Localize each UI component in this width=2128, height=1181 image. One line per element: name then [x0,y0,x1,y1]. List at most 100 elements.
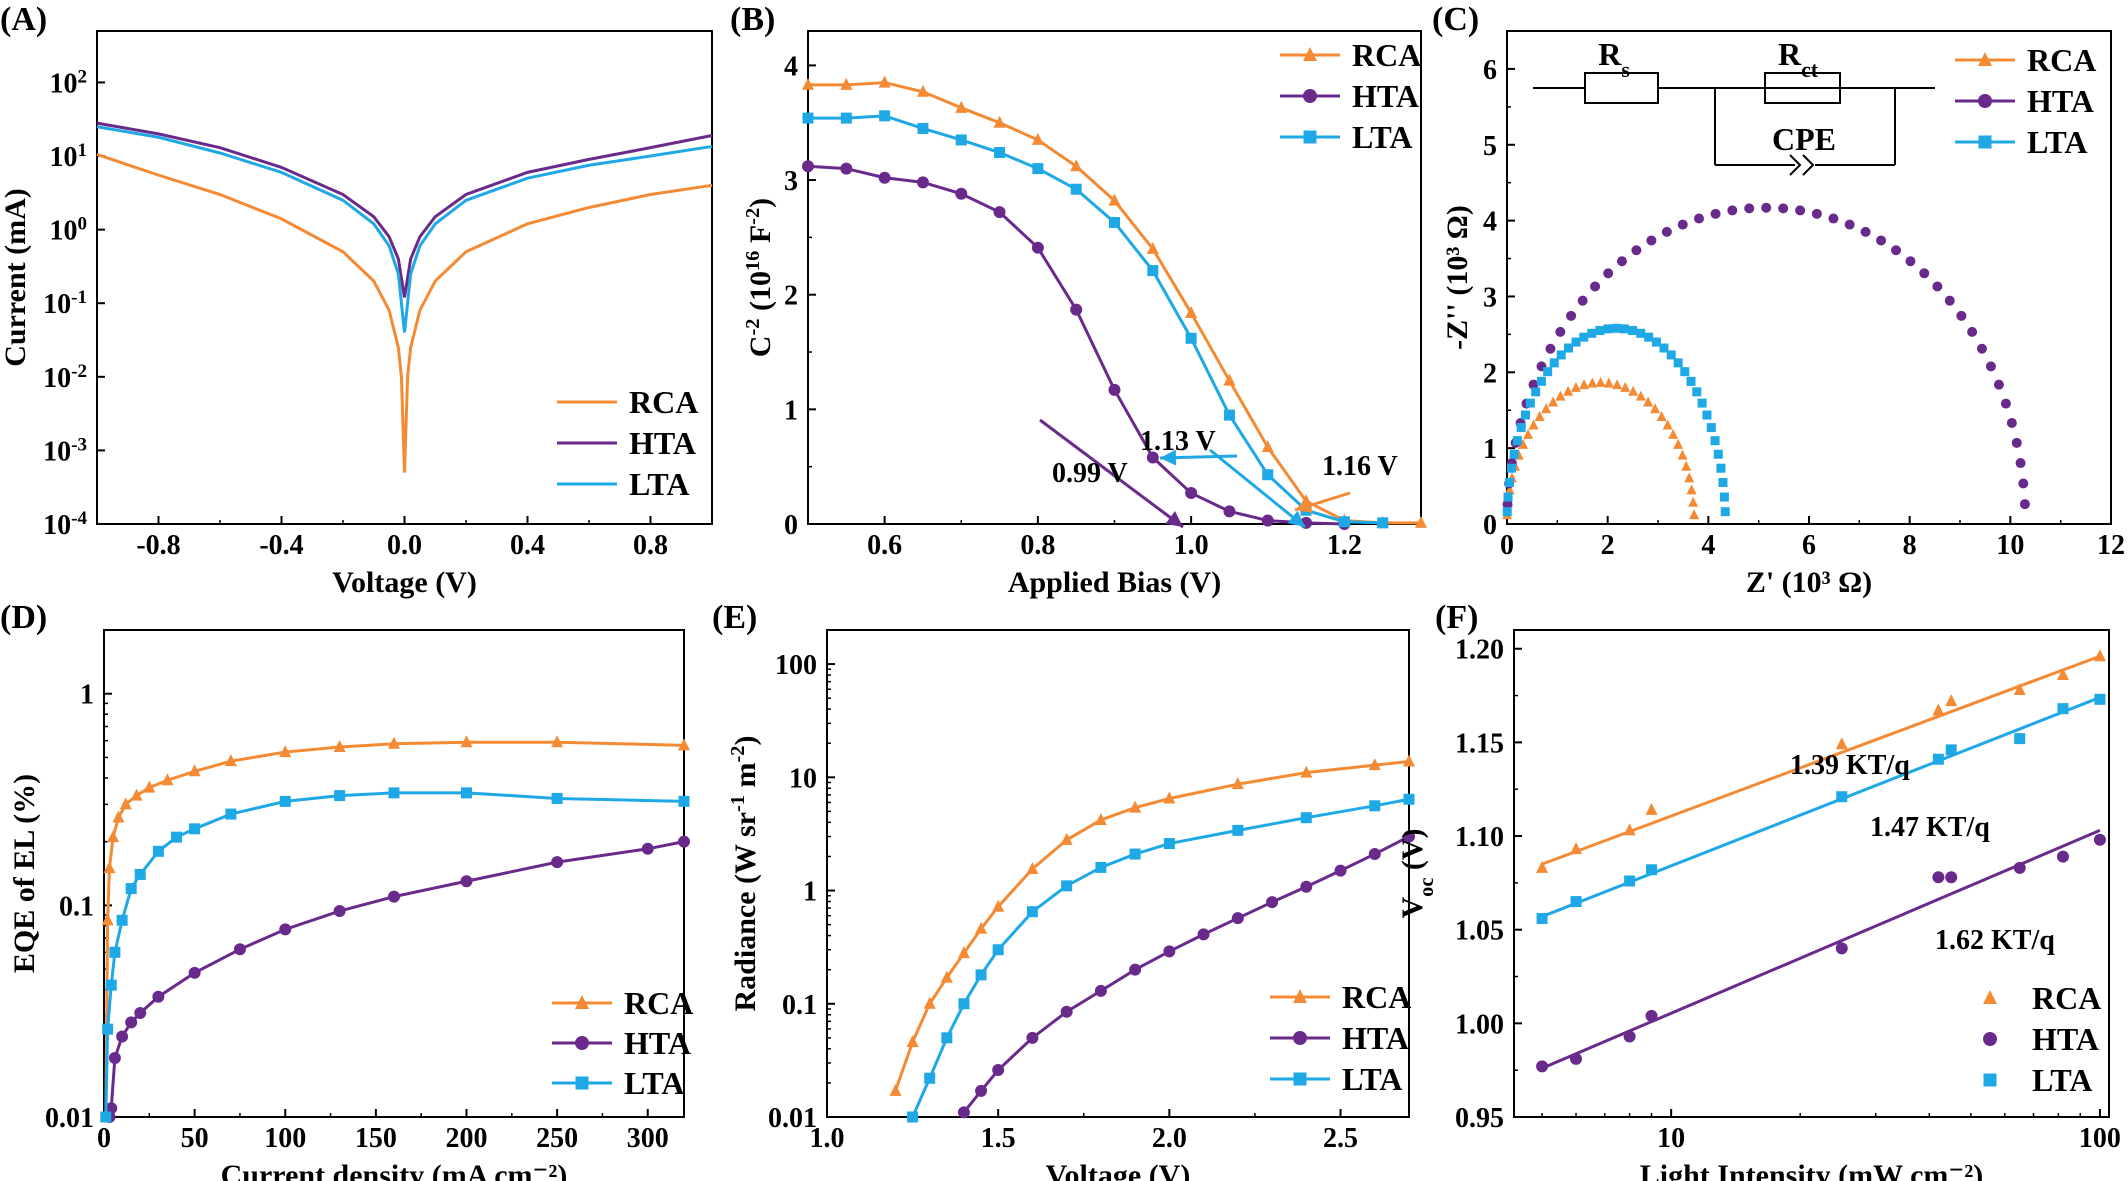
data-point [906,1034,919,1047]
data-point [1590,281,1601,292]
panel-label: (A) [0,1,47,38]
rs-label: Rs [1598,36,1630,82]
data-point [2093,833,2106,846]
y-tick-label: 2 [1483,358,1497,389]
data-point [1570,1052,1583,1065]
data-point [923,996,936,1009]
x-tick-label: 0 [97,1123,111,1154]
data-point [1636,328,1646,338]
data-point [1368,758,1381,771]
x-axis-label: Light Intensity (mW cm⁻²) [1640,1159,1983,1181]
y-tick-label: 0.95 [1455,1103,1504,1134]
data-point [907,1111,919,1123]
legend-marker [1983,1073,1997,1087]
data-point [279,795,291,807]
data-point [1223,409,1235,421]
data-point [102,1023,114,1035]
legend-label: LTA [624,1065,684,1101]
x-tick-label: 0.0 [387,530,422,561]
x-axis-label: Z' (10³ Ω) [1746,566,1872,599]
series-line-rca [894,759,1410,1092]
panel-b: (B) 0.6 0.8 1.0 1.2 0 1 2 3 4 Applied Bias (V) C-2 … [730,1,1427,599]
data-point [1628,385,1639,396]
data-point [551,792,563,804]
data-point [1702,410,1712,420]
x-tick-label: 1.5 [981,1123,1016,1154]
annotation-rca: 1.39 KT/q [1790,750,1910,781]
data-point [1595,326,1605,336]
data-point [1129,963,1142,976]
data-point [1163,838,1175,850]
data-point [100,1111,112,1123]
data-point [1300,880,1313,893]
data-point [1507,463,1517,473]
arrow-head [1295,497,1313,513]
data-point [1644,332,1654,342]
x-tick-label: 300 [627,1123,669,1154]
data-point [1686,484,1697,495]
data-point [1032,163,1044,175]
data-point [1656,410,1667,421]
data-point [678,835,690,848]
legend-label: RCA [629,384,698,420]
data-point [1719,492,1729,502]
x-tick-label: 150 [355,1123,397,1154]
data-point [388,890,400,903]
y-tick-label: 102 [49,66,87,100]
data-point [1549,358,1559,368]
data-point [1673,438,1684,449]
legend-marker [575,1076,589,1090]
panel-label: (E) [712,599,757,636]
data-point [1223,373,1236,386]
data-point [992,1064,1005,1077]
data-point [2019,499,2030,510]
data-point [1956,310,1967,321]
data-point [2093,649,2106,662]
data-point [109,946,121,958]
data-point [1662,419,1673,430]
data-point [1109,216,1120,228]
y-tick-label: 1.05 [1455,916,1504,947]
data-point [1646,235,1657,246]
data-point [2011,437,2022,448]
x-tick-label: 1.0 [810,1123,845,1154]
legend-marker [1303,130,1317,144]
data-point [101,913,114,926]
data-point [1570,381,1581,392]
data-point [1628,326,1638,336]
data-point [143,780,156,793]
data-point [1945,871,1958,884]
x-tick-label: 2.0 [1152,1123,1187,1154]
data-point [917,122,929,134]
data-point [1536,860,1549,873]
fit-line-hta [1541,829,2101,1070]
data-point [1108,383,1121,396]
data-point [957,946,970,959]
y-tick-label: 3 [784,166,798,197]
data-point [1684,472,1695,483]
data-point [975,969,987,981]
x-tick-label: 50 [181,1123,209,1154]
data-point [993,115,1006,128]
data-point [641,842,654,855]
y-tick-label: 0.1 [59,891,94,922]
data-point [1300,812,1312,824]
data-point [1761,202,1772,213]
data-point [1563,385,1574,396]
legend-label: HTA [624,1025,691,1061]
data-point [957,1106,970,1119]
data-point [1876,235,1887,246]
y-tick-label: 0.01 [45,1103,94,1134]
data-point [551,735,564,748]
data-point [2015,458,2026,469]
data-point [1993,379,2004,390]
data-point [994,147,1006,159]
data-point [1146,451,1159,464]
y-tick-label: 0 [1483,510,1497,541]
data-point [993,206,1006,219]
data-point [334,790,346,802]
data-point [1504,484,1515,495]
data-point [233,943,246,956]
data-point [1677,219,1688,230]
data-point [1645,1009,1658,1022]
